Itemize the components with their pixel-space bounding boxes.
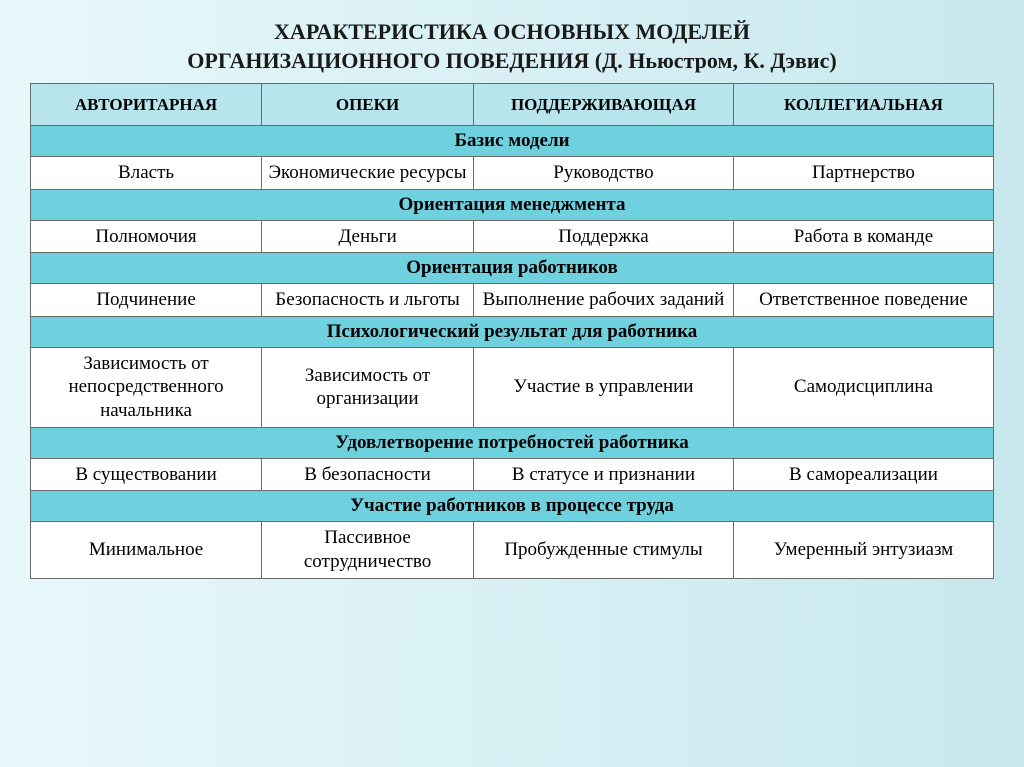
cell: Зависимость от непосредственного начальн… (31, 347, 262, 427)
cell: Выполнение рабочих заданий (473, 284, 733, 317)
slide-title: ХАРАКТЕРИСТИКА ОСНОВНЫХ МОДЕЛЕЙ ОРГАНИЗА… (30, 18, 994, 75)
cell: В безопасности (262, 458, 474, 491)
cell: Зависимость от организации (262, 347, 474, 427)
section-row: Ориентация менеджмента (31, 189, 994, 220)
cell: Подчинение (31, 284, 262, 317)
cell: Поддержка (473, 220, 733, 253)
cell: Участие в управлении (473, 347, 733, 427)
section-title: Базис модели (31, 126, 994, 157)
cell: Минимальное (31, 522, 262, 579)
data-row: Полномочия Деньги Поддержка Работа в ком… (31, 220, 994, 253)
data-row: Власть Экономические ресурсы Руководство… (31, 157, 994, 190)
col-header-2: ОПЕКИ (262, 84, 474, 126)
cell: Руководство (473, 157, 733, 190)
cell: В существовании (31, 458, 262, 491)
section-title: Ориентация менеджмента (31, 189, 994, 220)
cell: Пассивное сотрудничество (262, 522, 474, 579)
data-row: Минимальное Пассивное сотрудничество Про… (31, 522, 994, 579)
section-row: Базис модели (31, 126, 994, 157)
cell: Работа в команде (733, 220, 993, 253)
col-header-4: КОЛЛЕГИАЛЬНАЯ (733, 84, 993, 126)
data-row: Зависимость от непосредственного начальн… (31, 347, 994, 427)
cell: Партнерство (733, 157, 993, 190)
title-line-1: ХАРАКТЕРИСТИКА ОСНОВНЫХ МОДЕЛЕЙ (30, 18, 994, 47)
section-row: Участие работников в процессе труда (31, 491, 994, 522)
data-row: В существовании В безопасности В статусе… (31, 458, 994, 491)
title-line-2: ОРГАНИЗАЦИОННОГО ПОВЕДЕНИЯ (Д. Ньюстром,… (30, 47, 994, 76)
cell: Экономические ресурсы (262, 157, 474, 190)
section-row: Удовлетворение потребностей работника (31, 427, 994, 458)
section-row: Психологический результат для работника (31, 316, 994, 347)
models-table: АВТОРИТАРНАЯ ОПЕКИ ПОДДЕРЖИВАЮЩАЯ КОЛЛЕГ… (30, 83, 994, 579)
section-title: Удовлетворение потребностей работника (31, 427, 994, 458)
section-row: Ориентация работников (31, 253, 994, 284)
slide: { "title": { "line1": "ХАРАКТЕРИСТИКА ОС… (0, 0, 1024, 767)
cell: Безопасность и льготы (262, 284, 474, 317)
section-title: Психологический результат для работника (31, 316, 994, 347)
cell: Власть (31, 157, 262, 190)
data-row: Подчинение Безопасность и льготы Выполне… (31, 284, 994, 317)
cell: Пробужденные стимулы (473, 522, 733, 579)
cell: Умеренный энтузиазм (733, 522, 993, 579)
table-header-row: АВТОРИТАРНАЯ ОПЕКИ ПОДДЕРЖИВАЮЩАЯ КОЛЛЕГ… (31, 84, 994, 126)
cell: Деньги (262, 220, 474, 253)
cell: В статусе и признании (473, 458, 733, 491)
col-header-1: АВТОРИТАРНАЯ (31, 84, 262, 126)
cell: В самореализации (733, 458, 993, 491)
cell: Ответственное поведение (733, 284, 993, 317)
cell: Полномочия (31, 220, 262, 253)
section-title: Ориентация работников (31, 253, 994, 284)
cell: Самодисциплина (733, 347, 993, 427)
section-title: Участие работников в процессе труда (31, 491, 994, 522)
col-header-3: ПОДДЕРЖИВАЮЩАЯ (473, 84, 733, 126)
